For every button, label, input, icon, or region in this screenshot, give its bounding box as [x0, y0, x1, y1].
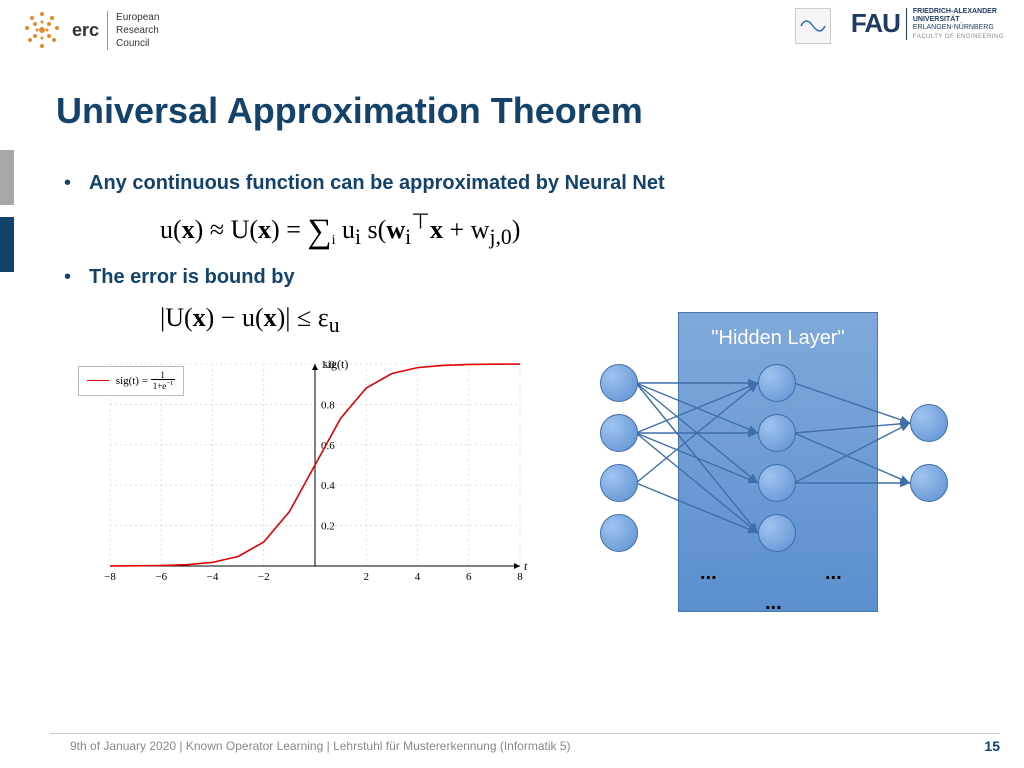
footer-divider	[50, 733, 1000, 734]
header-right: FAU FRIEDRICH-ALEXANDER UNIVERSITÄT ERLA…	[795, 8, 1004, 44]
svg-text:8: 8	[517, 571, 523, 583]
bullet-1-text: Any continuous function can be approxima…	[89, 172, 665, 195]
erc-name: erc	[72, 20, 99, 41]
erc-subtitle: European Research Council	[107, 11, 159, 50]
bullet-2: • The error is bound by	[60, 266, 984, 289]
grey-bar	[0, 150, 14, 205]
header-left: erc European Research Council	[20, 8, 159, 52]
svg-text:0.2: 0.2	[321, 521, 335, 533]
svg-text:sig(t): sig(t)	[323, 357, 348, 371]
svg-text:2: 2	[364, 571, 370, 583]
bullet-1: • Any continuous function can be approxi…	[60, 172, 984, 195]
svg-text:6: 6	[466, 571, 472, 583]
svg-text:−4: −4	[207, 571, 219, 583]
legend-text: sig(t) = 11+e−t	[116, 375, 175, 387]
bullet-dot-icon: •	[64, 172, 71, 195]
svg-text:−8: −8	[104, 571, 116, 583]
bullet-2-text: The error is bound by	[89, 266, 295, 289]
ellipsis-icon: ...	[765, 592, 782, 615]
svg-text:−6: −6	[155, 571, 167, 583]
svg-text:4: 4	[415, 571, 421, 583]
side-accent-bars	[0, 150, 14, 272]
blue-bar	[0, 217, 14, 272]
slide-footer: 9th of January 2020 | Known Operator Lea…	[0, 738, 1024, 754]
svg-text:−2: −2	[258, 571, 270, 583]
fau-logo: FAU FRIEDRICH-ALEXANDER UNIVERSITÄT ERLA…	[851, 8, 1004, 40]
ellipsis-icon: ...	[700, 562, 717, 585]
formula-approx: u(x) ≈ U(x) = ∑i ui s(wi⊤x + wj,0)	[160, 209, 984, 250]
footer-text: 9th of January 2020 | Known Operator Lea…	[70, 739, 571, 753]
chart-legend: sig(t) = 11+e−t	[78, 366, 184, 395]
lower-row: −8−6−4−224680.20.40.60.81.0tsig(t) sig(t…	[60, 354, 984, 614]
erc-dots-icon	[20, 8, 64, 52]
svg-text:t: t	[524, 559, 528, 573]
svg-text:0.4: 0.4	[321, 481, 335, 493]
ellipsis-icon: ...	[825, 562, 842, 585]
fau-acronym: FAU	[851, 8, 900, 39]
slide-content: • Any continuous function can be approxi…	[0, 172, 1024, 614]
waveform-icon	[795, 8, 831, 44]
legend-line-icon	[87, 380, 109, 381]
erc-logo: erc European Research Council	[20, 8, 159, 52]
slide-header: erc European Research Council FAU FRIEDR…	[0, 0, 1024, 60]
page-number: 15	[984, 738, 1000, 754]
slide-title: Universal Approximation Theorem	[56, 90, 1024, 132]
svg-text:0.8: 0.8	[321, 400, 335, 412]
nn-diagram: "Hidden Layer" .........	[570, 304, 970, 614]
sigmoid-chart: −8−6−4−224680.20.40.60.81.0tsig(t) sig(t…	[60, 354, 540, 594]
bullet-dot-icon: •	[64, 266, 71, 289]
